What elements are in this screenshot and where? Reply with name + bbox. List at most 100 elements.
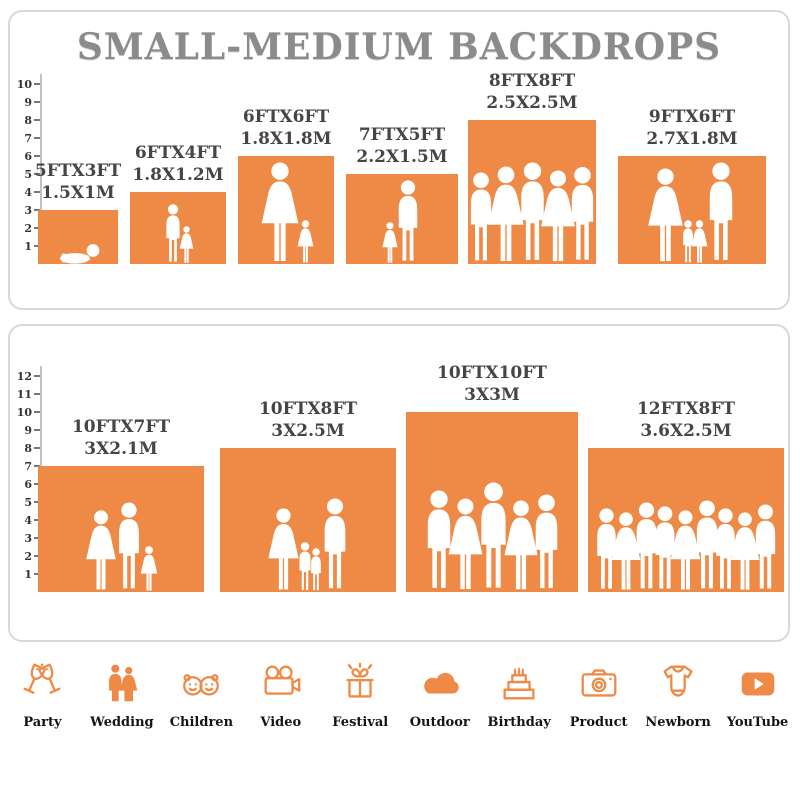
backdrop-size-label: 12FTX8FT 3.6X2.5M xyxy=(637,398,735,442)
size-ft: 10FTX8FT xyxy=(258,398,358,419)
ruler-tick: 2 xyxy=(14,221,40,235)
size-ft: 10FTX10FT xyxy=(437,362,547,383)
people-silhouettes xyxy=(32,243,124,264)
backdrop-bar-10x7: 10FTX7FT 3X2.1M xyxy=(38,416,204,592)
ruler-number: 7 xyxy=(24,131,32,145)
backdrop-bar-5x3: 5FTX3FT 1.5X1M xyxy=(35,160,121,264)
people-silhouettes xyxy=(582,500,790,592)
people-silhouettes xyxy=(462,162,602,264)
category-wedding: Wedding xyxy=(85,660,159,730)
category-label: YouTube xyxy=(726,715,789,730)
backdrop-rect xyxy=(130,192,226,264)
backdrop-rect xyxy=(618,156,766,264)
backdrop-size-label: 6FTX4FT 1.8X1.2M xyxy=(132,142,223,186)
backdrop-rect xyxy=(38,466,204,592)
baby-silhouette xyxy=(55,243,101,264)
ruler-tick: 7 xyxy=(14,459,40,473)
category-youtube: YouTube xyxy=(721,660,795,730)
ruler-number: 8 xyxy=(24,113,32,127)
child-silhouette xyxy=(139,546,159,592)
ruler-number: 5 xyxy=(24,167,32,181)
people-silhouettes xyxy=(400,482,584,592)
backdrop-rect xyxy=(220,448,396,592)
newborn-icon xyxy=(655,660,701,706)
size-ft: 12FTX8FT xyxy=(636,398,736,419)
page-title: SMALL-MEDIUM BACKDROPS xyxy=(76,26,722,68)
category-outdoor: Outdoor xyxy=(403,660,477,730)
category-party: Party xyxy=(5,660,79,730)
child-silhouette xyxy=(296,220,315,264)
category-children: Children xyxy=(164,660,238,730)
backdrop-size-label: 8FTX8FT 2.5X2.5M xyxy=(486,70,577,114)
size-m: 1.8X1.2M xyxy=(132,164,224,185)
ruler-number: 2 xyxy=(24,221,32,235)
ruler-number: 2 xyxy=(24,549,32,563)
ruler-number: 5 xyxy=(24,495,32,509)
backdrop-bar-10x10: 10FTX10FT 3X3M xyxy=(406,362,578,592)
youtube-icon xyxy=(735,660,781,706)
ruler-tick: 9 xyxy=(14,423,40,437)
ruler-number: 6 xyxy=(24,477,32,491)
ruler-tick: 10 xyxy=(14,77,40,91)
ruler-tick: 2 xyxy=(14,549,40,563)
ruler-tick: 6 xyxy=(14,149,40,163)
party-icon xyxy=(19,660,65,706)
backdrop-rect xyxy=(346,174,458,264)
people-silhouettes xyxy=(32,502,210,592)
person-silhouette xyxy=(318,498,352,592)
birthday-icon xyxy=(496,660,542,706)
ruler-tick: 3 xyxy=(14,203,40,217)
category-label: Children xyxy=(169,715,234,730)
ruler-tick: 4 xyxy=(14,185,40,199)
ruler-number: 10 xyxy=(16,405,32,419)
category-row: Party Wedding xyxy=(0,660,800,730)
category-label: Product xyxy=(569,715,628,730)
ruler-number: 3 xyxy=(24,203,32,217)
ruler-tick: 10 xyxy=(14,405,40,419)
people-silhouettes xyxy=(340,180,464,264)
ruler-number: 12 xyxy=(16,369,32,383)
ruler-number: 8 xyxy=(24,441,32,455)
category-label: Newborn xyxy=(645,715,711,730)
backdrop-bar-8x8: 8FTX8FT 2.5X2.5M xyxy=(468,70,596,264)
ruler-number: 9 xyxy=(24,423,32,437)
size-ft: 7FTX5FT xyxy=(358,124,446,145)
size-m: 1.8X1.8M xyxy=(240,128,332,149)
ruler-number: 4 xyxy=(24,513,32,527)
size-m: 2.5X2.5M xyxy=(486,92,578,113)
category-birthday: Birthday xyxy=(482,660,556,730)
size-ft: 10FTX7FT xyxy=(71,416,171,437)
ruler-number: 4 xyxy=(24,185,32,199)
ruler-number: 7 xyxy=(24,459,32,473)
size-m: 3.6X2.5M xyxy=(640,420,732,441)
large-panel: 1 2 3 4 5 6 7 8 9 10 11 12 10FTX7FT 3X2.1M 10FTX8FT… xyxy=(8,324,790,642)
backdrop-size-label: 6FTX6FT 1.8X1.8M xyxy=(240,106,331,150)
size-ft: 6FTX6FT xyxy=(242,106,330,127)
ruler-tick: 12 xyxy=(14,369,40,383)
ruler-tick: 3 xyxy=(14,531,40,545)
backdrop-bar-6x6: 6FTX6FT 1.8X1.8M xyxy=(238,106,334,264)
ruler-number: 10 xyxy=(16,77,32,91)
backdrop-bar-7x5: 7FTX5FT 2.2X1.5M xyxy=(346,124,458,264)
video-icon xyxy=(258,660,304,706)
backdrop-bar-10x8: 10FTX8FT 3X2.5M xyxy=(220,398,396,592)
category-label: Party xyxy=(23,715,62,730)
backdrop-rect xyxy=(406,412,578,592)
ruler-tick: 1 xyxy=(14,567,40,581)
size-m: 3X2.1M xyxy=(84,438,158,459)
backdrop-size-label: 7FTX5FT 2.2X1.5M xyxy=(356,124,447,168)
ruler-tick: 8 xyxy=(14,441,40,455)
person-silhouette xyxy=(750,504,781,592)
ruler-tick: 5 xyxy=(14,167,40,181)
product-icon xyxy=(576,660,622,706)
child-silhouette xyxy=(178,226,195,264)
category-product: Product xyxy=(562,660,636,730)
backdrop-size-label: 5FTX3FT 1.5X1M xyxy=(35,160,121,204)
people-silhouettes xyxy=(214,498,402,592)
backdrop-bar-12x8: 12FTX8FT 3.6X2.5M xyxy=(588,398,784,592)
size-m: 2.2X1.5M xyxy=(356,146,448,167)
category-festival: Festival xyxy=(323,660,397,730)
ruler-tick: 6 xyxy=(14,477,40,491)
backdrop-rect xyxy=(468,120,596,264)
size-ft: 6FTX4FT xyxy=(134,142,222,163)
